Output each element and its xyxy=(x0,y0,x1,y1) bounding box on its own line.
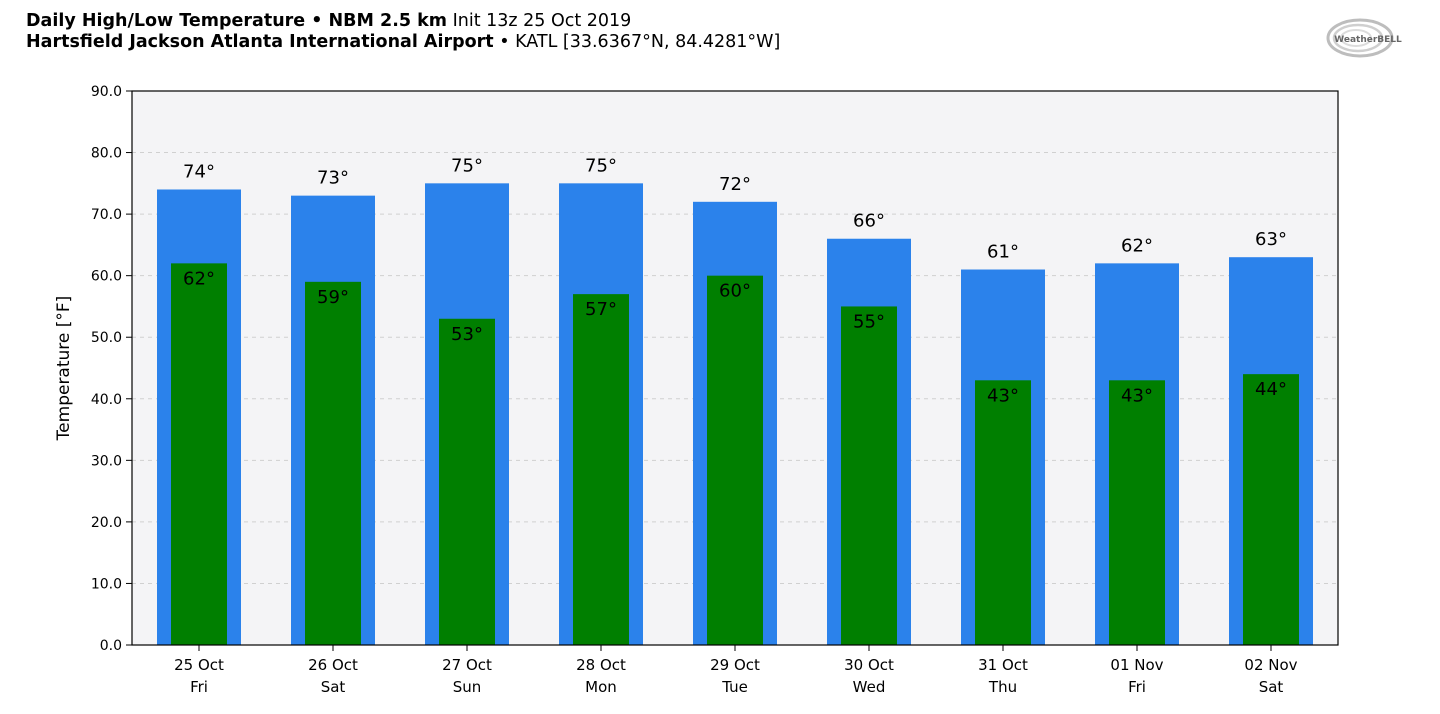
location-name: Hartsfield Jackson Atlanta International… xyxy=(26,32,494,52)
low-temp-bar xyxy=(573,294,629,645)
x-tick-day-label: Tue xyxy=(721,678,748,696)
low-temp-bar xyxy=(439,318,495,645)
low-temp-bar xyxy=(171,263,227,645)
low-temp-bar xyxy=(1109,380,1165,645)
low-temp-label: 62° xyxy=(183,268,215,289)
y-tick-label: 0.0 xyxy=(100,638,122,654)
station-coordinates: • KATL [33.6367°N, 84.4281°W] xyxy=(499,32,781,52)
low-temp-label: 57° xyxy=(585,299,617,320)
low-temp-label: 55° xyxy=(853,311,885,332)
x-tick-day-label: Sat xyxy=(321,678,346,696)
low-temp-label: 44° xyxy=(1255,379,1287,400)
low-temp-label: 59° xyxy=(317,287,349,308)
y-tick-label: 90.0 xyxy=(91,84,122,100)
x-tick-day-label: Wed xyxy=(853,678,886,696)
x-tick-day-label: Sat xyxy=(1259,678,1284,696)
x-tick-date-label: 25 Oct xyxy=(174,656,224,674)
weatherbell-swirl-logo-icon: WeatherBELL xyxy=(1326,18,1402,58)
x-tick-date-label: 30 Oct xyxy=(844,656,894,674)
y-tick-label: 10.0 xyxy=(91,576,122,592)
x-tick-date-label: 01 Nov xyxy=(1110,656,1163,674)
plot-frame xyxy=(131,90,1339,646)
low-temp-label: 43° xyxy=(987,385,1019,406)
high-temp-label: 75° xyxy=(585,155,617,176)
x-tick-date-label: 31 Oct xyxy=(978,656,1028,674)
x-tick-day-label: Mon xyxy=(585,678,617,696)
high-temp-label: 63° xyxy=(1255,229,1287,250)
y-tick-label: 40.0 xyxy=(91,392,122,408)
weatherbell-logo: WeatherBELL xyxy=(1322,16,1414,66)
title-line-2: Hartsfield Jackson Atlanta International… xyxy=(26,32,780,53)
x-tick-day-label: Fri xyxy=(1128,678,1146,696)
low-temp-label: 53° xyxy=(451,324,483,345)
logo-text: WeatherBELL xyxy=(1334,35,1402,45)
x-tick-date-label: 28 Oct xyxy=(576,656,626,674)
low-temp-bar xyxy=(841,306,897,645)
low-temp-bar xyxy=(1243,374,1299,645)
low-temp-bar xyxy=(707,275,763,645)
high-temp-label: 72° xyxy=(719,174,751,195)
high-temp-label: 62° xyxy=(1121,235,1153,256)
high-temp-label: 75° xyxy=(451,155,483,176)
x-tick-day-label: Fri xyxy=(190,678,208,696)
x-tick-date-label: 27 Oct xyxy=(442,656,492,674)
low-temp-label: 60° xyxy=(719,281,751,302)
x-tick-date-label: 29 Oct xyxy=(710,656,760,674)
chart-header: Daily High/Low Temperature • NBM 2.5 km … xyxy=(26,11,780,53)
y-tick-label: 50.0 xyxy=(91,330,122,346)
y-tick-label: 70.0 xyxy=(91,207,122,223)
x-tick-date-label: 02 Nov xyxy=(1244,656,1297,674)
high-temp-label: 61° xyxy=(987,242,1019,263)
high-temp-label: 73° xyxy=(317,168,349,189)
init-time: Init 13z 25 Oct 2019 xyxy=(452,11,632,31)
x-tick-day-label: Thu xyxy=(988,678,1017,696)
low-temp-bar xyxy=(305,281,361,645)
low-temp-bar xyxy=(975,380,1031,645)
y-tick-label: 30.0 xyxy=(91,453,122,469)
y-tick-label: 80.0 xyxy=(91,146,122,162)
x-tick-day-label: Sun xyxy=(453,678,482,696)
y-tick-label: 60.0 xyxy=(91,269,122,285)
low-temp-label: 43° xyxy=(1121,385,1153,406)
title-line-1: Daily High/Low Temperature • NBM 2.5 km … xyxy=(26,11,780,32)
high-temp-label: 66° xyxy=(853,211,885,232)
x-tick-date-label: 26 Oct xyxy=(308,656,358,674)
high-temp-label: 74° xyxy=(183,161,215,182)
chart-title: Daily High/Low Temperature • NBM 2.5 km xyxy=(26,11,447,31)
y-tick-label: 20.0 xyxy=(91,515,122,531)
